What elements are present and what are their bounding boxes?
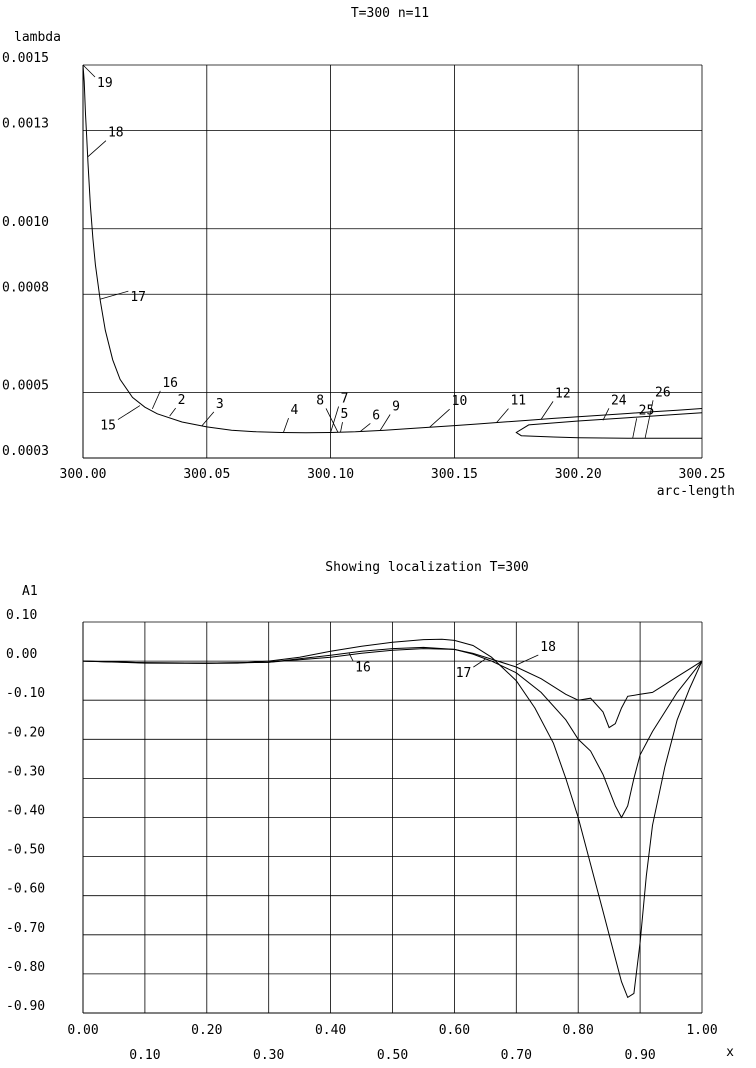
chart2-series [82,638,703,999]
c2-annotation-label: 16 [355,660,371,675]
c1-annotation-leader [644,400,654,439]
c1-annotation-leader [100,290,129,300]
chart1-xlabel: arc-length [657,484,735,499]
chart2-ylabel: A1 [22,584,38,599]
c1-annotation-leader [632,418,638,439]
c1-y-tick-label: 0.0013 [2,117,49,132]
c2-series-line-1 [82,638,703,999]
c2-y-tick-label: -0.80 [6,960,45,975]
c2-y-tick-label: -0.60 [6,882,45,897]
c1-annotation-label: 4 [291,403,299,418]
c2-y-tick-label: -0.40 [6,804,45,819]
c1-annotation-label: 9 [392,399,400,414]
c1-annotation-label: 5 [341,407,349,422]
c2-y-tick-label: 0.00 [6,647,37,662]
c1-annotation-leader [169,407,176,417]
c2-x-tick-label: 0.70 [501,1048,532,1063]
c1-annotation-leader [496,408,509,423]
c2-x-tick-label: 0.10 [129,1048,160,1063]
c1-y-tick-label: 0.0005 [2,379,49,394]
c1-annotation-label: 3 [216,397,224,412]
c1-annotation-label: 24 [611,393,627,408]
chart1-ylabel: lambda [14,30,61,45]
c2-y-tick-label: -0.10 [6,686,45,701]
c2-x-tick-label: 0.90 [624,1048,655,1063]
c1-y-tick-label: 0.0010 [2,215,49,230]
c2-x-tick-label: 0.20 [191,1023,222,1038]
c1-annotation-label: 12 [555,386,571,401]
c2-y-tick-label: -0.30 [6,764,45,779]
c2-x-tick-label: 0.50 [377,1048,408,1063]
chart2-annotations: 16 17 18 [348,640,556,681]
c1-y-tick-label: 0.0015 [2,51,49,66]
c1-annotation-label: 6 [372,408,380,423]
c1-series-line-1 [82,64,703,434]
c2-y-tick-label: -0.50 [6,843,45,858]
c1-annotation-label: 17 [130,290,146,305]
chart2-gridlines [82,621,703,1014]
c2-annotation-leader [348,653,354,662]
c1-annotation-leader [325,408,339,433]
chart2-title: Showing localization T=300 [325,560,529,575]
c1-y-tick-label: 0.0008 [2,280,49,295]
c1-annotation-leader [201,411,215,427]
c2-series-line-3 [82,648,703,729]
c2-y-tick-label: 0.10 [6,608,37,623]
c1-x-tick-label: 300.00 [60,467,107,482]
chart2-xlabel: x [726,1045,734,1060]
c1-annotation-leader [602,408,610,421]
c2-series-line-2 [82,646,703,819]
c1-annotation-leader [283,417,289,433]
c2-x-tick-label: 1.00 [686,1023,717,1038]
a1-localization-chart: Showing localization T=300 A1 x 0.00 0.10… [6,560,734,1063]
c1-x-tick-label: 300.25 [679,467,726,482]
c2-annotation-leader [473,658,486,668]
c2-annotation-label: 17 [456,666,472,681]
c1-annotation-label: 10 [452,394,468,409]
c2-y-tick-label: -0.70 [6,921,45,936]
c1-x-tick-label: 300.15 [431,467,478,482]
c2-annotation-label: 18 [540,640,556,655]
c1-annotation-label: 11 [510,394,526,409]
c1-annotation-label: 8 [316,393,324,408]
c1-y-tick-label: 0.0003 [2,444,49,459]
c1-annotation-leader [330,406,339,433]
c1-annotation-label: 7 [341,391,349,406]
c1-annotation-label: 15 [100,419,116,434]
c2-x-tick-label: 0.80 [563,1023,594,1038]
c2-annotation-leader [516,654,539,666]
c1-annotation-leader [82,64,96,78]
c1-annotation-leader [340,422,343,433]
c1-annotation-leader [87,140,107,157]
c2-x-tick-label: 0.60 [439,1023,470,1038]
c1-annotation-label: 2 [178,393,186,408]
c1-annotation-label: 16 [162,376,178,391]
c2-y-tick-label: -0.90 [6,999,45,1014]
c1-annotation-leader [540,401,554,420]
c1-x-tick-label: 300.10 [307,467,354,482]
c2-y-tick-label: -0.20 [6,725,45,740]
c1-annotation-leader [117,405,141,420]
c1-annotation-leader [379,414,391,431]
c2-x-tick-label: 0.30 [253,1048,284,1063]
chart1-title: T=300 n=11 [351,6,429,21]
c1-annotation-leader [151,390,161,410]
c1-annotation-leader [429,408,450,428]
lambda-arc-length-chart: T=300 n=11 lambda arc-length 300.00 300.0… [2,6,735,499]
c1-annotation-label: 26 [655,385,671,400]
c1-annotation-label: 18 [108,126,124,141]
chart2-tick-labels: 0.00 0.10 0.20 0.30 0.40 0.50 0.60 0.70 0.80 0.90… [6,608,718,1063]
chart1-gridlines [82,64,703,459]
c1-annotation-leader [360,423,371,432]
c1-series-line-2 [515,412,703,439]
c2-x-tick-label: 0.00 [67,1023,98,1038]
c1-x-tick-label: 300.20 [555,467,602,482]
chart1-series [82,64,703,439]
chart1-tick-labels: 300.00 300.05 300.10 300.15 300.20 300.25 0.00… [2,51,725,482]
c2-x-tick-label: 0.40 [315,1023,346,1038]
c1-x-tick-label: 300.05 [183,467,230,482]
c1-annotation-label: 19 [97,76,113,91]
